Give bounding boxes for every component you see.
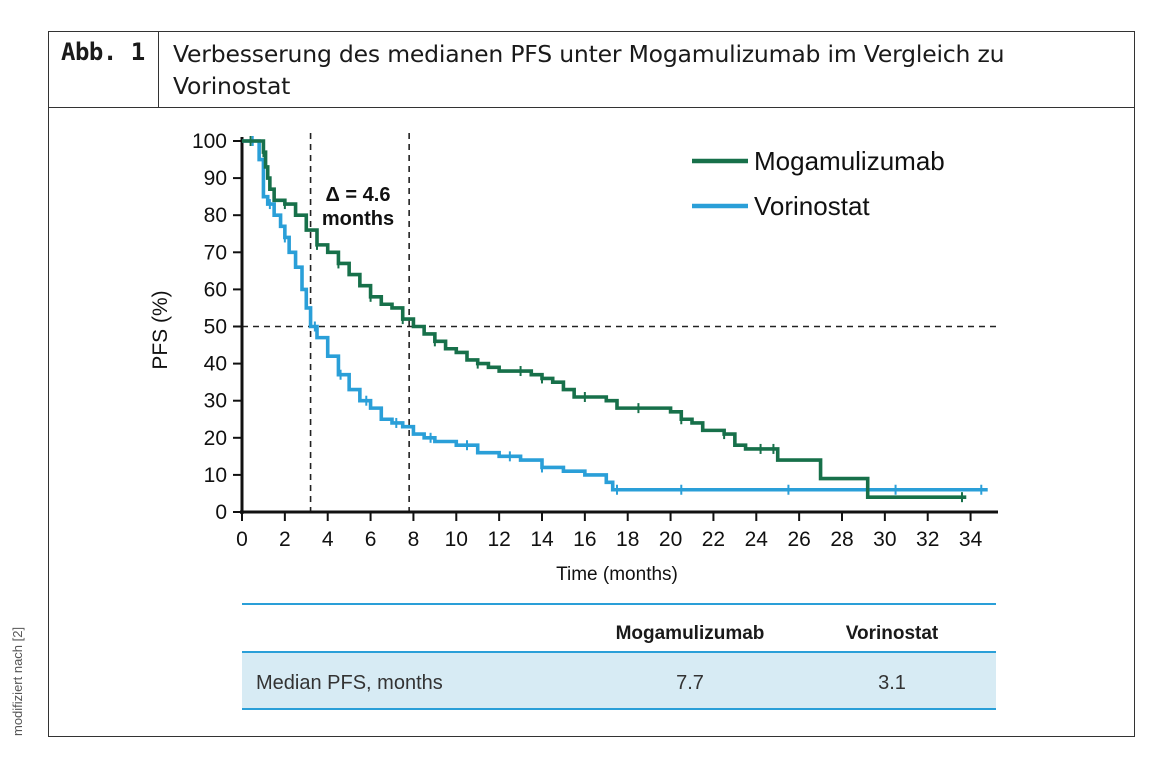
table-header-mogamulizumab: Mogamulizumab bbox=[616, 623, 765, 644]
x-tick-label: 4 bbox=[322, 528, 334, 551]
table-row-band bbox=[242, 653, 996, 708]
y-tick-label: 20 bbox=[204, 427, 227, 450]
x-tick-label: 14 bbox=[530, 528, 554, 551]
x-tick-label: 22 bbox=[702, 528, 725, 551]
x-tick-label: 10 bbox=[445, 528, 468, 551]
y-tick-label: 90 bbox=[204, 167, 227, 190]
x-tick-label: 32 bbox=[916, 528, 939, 551]
y-tick-label: 70 bbox=[204, 241, 227, 264]
x-axis-label: Time (months) bbox=[556, 564, 678, 585]
source-note: modifiziert nach [2] bbox=[10, 626, 25, 736]
x-tick-label: 12 bbox=[487, 528, 510, 551]
x-tick-label: 2 bbox=[279, 528, 291, 551]
legend-label-1: Vorinostat bbox=[754, 191, 870, 221]
figure-frame: Abb. 1 Verbesserung des medianen PFS unt… bbox=[48, 31, 1135, 737]
legend-label-0: Mogamulizumab bbox=[754, 146, 945, 176]
x-tick-label: 24 bbox=[745, 528, 769, 551]
y-tick-label: 100 bbox=[192, 130, 227, 153]
x-tick-label: 6 bbox=[365, 528, 377, 551]
x-tick-label: 28 bbox=[830, 528, 853, 551]
y-tick-label: 50 bbox=[204, 316, 227, 339]
delta-annotation-line-0: Δ = 4.6 bbox=[326, 184, 391, 206]
table-value-mogamulizumab: 7.7 bbox=[676, 672, 704, 694]
x-tick-label: 16 bbox=[573, 528, 596, 551]
table-header-vorinostat: Vorinostat bbox=[846, 623, 939, 644]
figure-label: Abb. 1 bbox=[49, 32, 159, 107]
y-tick-label: 10 bbox=[204, 464, 227, 487]
x-tick-label: 30 bbox=[873, 528, 896, 551]
y-tick-label: 40 bbox=[204, 353, 227, 376]
y-tick-label: 60 bbox=[204, 278, 227, 301]
figure-header: Abb. 1 Verbesserung des medianen PFS unt… bbox=[49, 32, 1134, 108]
y-tick-label: 0 bbox=[215, 501, 227, 524]
x-tick-label: 20 bbox=[659, 528, 682, 551]
x-tick-label: 8 bbox=[408, 528, 420, 551]
figure-title: Verbesserung des medianen PFS unter Moga… bbox=[173, 40, 1005, 100]
x-tick-label: 18 bbox=[616, 528, 639, 551]
y-tick-label: 80 bbox=[204, 204, 227, 227]
y-axis-label: PFS (%) bbox=[149, 290, 172, 369]
series-line-1 bbox=[242, 139, 988, 492]
x-tick-label: 26 bbox=[787, 528, 810, 551]
delta-annotation-line-1: months bbox=[322, 208, 394, 230]
x-tick-label: 34 bbox=[959, 528, 983, 551]
table-row-label: Median PFS, months bbox=[256, 672, 443, 694]
median-pfs-table: Mogamulizumab Vorinostat Median PFS, mon… bbox=[242, 603, 996, 720]
table-value-vorinostat: 3.1 bbox=[878, 672, 906, 694]
x-tick-label: 0 bbox=[236, 528, 248, 551]
y-tick-label: 30 bbox=[204, 390, 227, 413]
